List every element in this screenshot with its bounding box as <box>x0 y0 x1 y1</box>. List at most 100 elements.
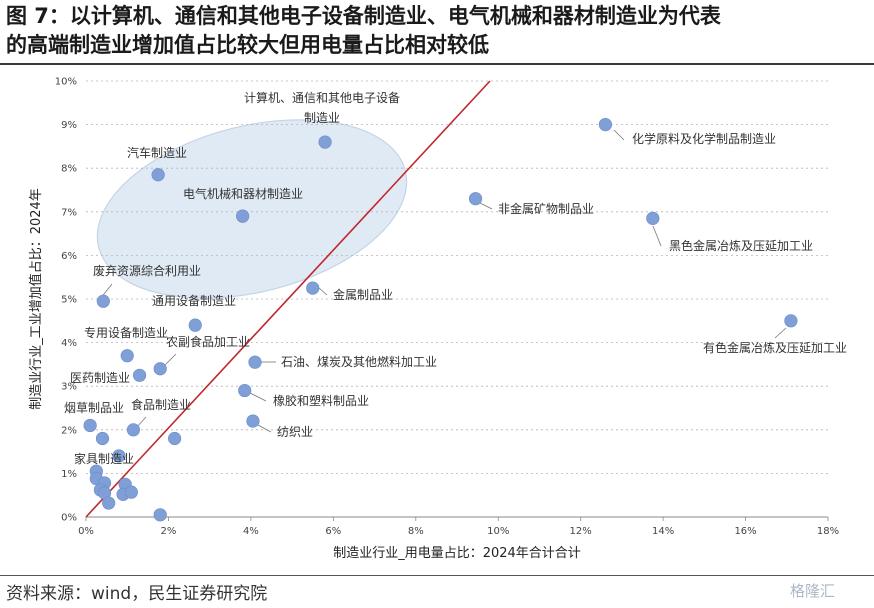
data-point <box>102 496 116 510</box>
data-point <box>112 449 126 463</box>
x-tick-label: 12% <box>570 526 592 537</box>
data-label-line: 制造业 <box>304 111 340 125</box>
data-label: 化学原料及化学制品制造业 <box>632 131 776 146</box>
x-tick-label: 16% <box>734 526 756 537</box>
data-label-line: 废弃资源综合利用业 <box>93 263 201 278</box>
data-label: 非金属矿物制品业 <box>498 201 594 216</box>
x-tick-label: 0% <box>78 526 94 537</box>
data-label-line: 黑色金属冶炼及压延加工业 <box>669 238 813 253</box>
x-tick-label: 4% <box>243 526 259 537</box>
data-point <box>168 431 182 446</box>
data-label: 金属制品业 <box>333 287 393 302</box>
data-label: 石油、煤炭及其他燃料加工业 <box>281 354 437 369</box>
data-point <box>124 485 138 499</box>
y-tick-label: 1% <box>61 469 77 480</box>
data-label-line: 烟草制品业 <box>64 401 124 415</box>
y-tick-label: 4% <box>61 338 77 349</box>
data-label-line: 家具制造业 <box>74 451 134 466</box>
data-label: 专用设备制造业 <box>84 325 168 340</box>
data-point <box>95 431 110 446</box>
data-label: 黑色金属冶炼及压延加工业 <box>669 238 813 253</box>
label-leader-line <box>613 129 625 141</box>
data-point <box>318 135 332 149</box>
data-label-line: 石油、煤炭及其他燃料加工业 <box>281 354 437 369</box>
data-point <box>246 414 260 428</box>
data-label: 纺织业 <box>277 425 313 439</box>
data-point <box>248 355 262 369</box>
data-label: 汽车制造业 <box>127 145 187 160</box>
data-label: 有色金属冶炼及压延加工业 <box>703 340 847 355</box>
data-label: 医药制造业 <box>70 371 130 385</box>
data-label-line: 专用设备制造业 <box>84 325 168 340</box>
y-tick-label: 8% <box>61 164 77 175</box>
data-point <box>96 294 110 308</box>
data-label: 电气机械和器材制造业 <box>183 186 303 201</box>
data-point <box>238 383 252 398</box>
label-leader-line <box>163 353 177 367</box>
data-label: 通用设备制造业 <box>152 294 236 308</box>
data-label-line: 有色金属冶炼及压延加工业 <box>703 340 847 355</box>
y-tick-label: 2% <box>61 425 77 436</box>
data-point <box>153 362 167 376</box>
data-point <box>126 423 141 437</box>
y-tick-label: 6% <box>61 251 77 262</box>
data-label-line: 纺织业 <box>277 425 313 439</box>
y-axis-title: 制造业行业_工业增加值占比：2024年 <box>28 188 44 410</box>
data-point <box>784 314 798 328</box>
label-leader-line <box>257 424 272 433</box>
data-label: 计算机、通信和其他电子设备制造业 <box>244 90 400 125</box>
data-point <box>236 209 250 223</box>
data-point <box>188 318 202 332</box>
data-point <box>306 281 320 295</box>
data-point <box>132 368 147 382</box>
label-leader-line <box>318 287 328 296</box>
x-tick-label: 18% <box>817 526 839 537</box>
x-tick-label: 6% <box>325 526 341 537</box>
data-label: 废弃资源综合利用业 <box>93 263 201 278</box>
title-line-2: 的高端制造业增加值占比较大但用电量占比相对较低 <box>6 33 489 57</box>
title-divider <box>0 63 874 65</box>
data-label-line: 非金属矿物制品业 <box>498 201 594 216</box>
y-tick-label: 5% <box>61 295 77 306</box>
data-label-line: 通用设备制造业 <box>152 294 236 308</box>
x-tick-label: 8% <box>408 526 424 537</box>
data-point <box>151 168 165 182</box>
label-leader-line <box>479 202 493 210</box>
y-tick-label: 7% <box>61 207 77 218</box>
data-label: 橡胶和塑料制品业 <box>273 393 369 408</box>
reference-line <box>85 80 491 518</box>
label-leader-line <box>652 225 662 247</box>
data-point <box>120 349 134 363</box>
y-tick-label: 9% <box>61 120 77 131</box>
data-label-line: 医药制造业 <box>70 371 130 385</box>
data-label: 烟草制品业 <box>64 401 124 415</box>
title-line-1: 图 7：以计算机、通信和其他电子设备制造业、电气机械和器材制造业为代表 <box>6 4 721 28</box>
source-note: 资料来源：wind，民生证券研究院 <box>6 584 268 604</box>
label-leader-line <box>774 327 787 339</box>
data-point <box>598 117 613 132</box>
footer-divider <box>0 575 874 576</box>
x-tick-label: 10% <box>487 526 509 537</box>
watermark-logo: 格隆汇 <box>790 582 836 600</box>
data-label-line: 橡胶和塑料制品业 <box>273 393 369 408</box>
data-label-line: 电气机械和器材制造业 <box>183 186 303 201</box>
data-label-line: 食品制造业 <box>131 397 191 412</box>
x-tick-label: 14% <box>652 526 674 537</box>
data-point <box>83 418 97 433</box>
data-label-line: 金属制品业 <box>333 287 393 302</box>
data-point <box>646 211 660 225</box>
y-tick-label: 10% <box>55 77 77 88</box>
y-tick-label: 3% <box>61 382 77 393</box>
x-axis-title: 制造业行业_用电量占比：2024年合计合计 <box>333 546 581 561</box>
data-label-line: 汽车制造业 <box>127 145 187 160</box>
x-tick-label: 2% <box>161 526 177 537</box>
label-leader-line <box>249 392 267 402</box>
figure-title: 图 7：以计算机、通信和其他电子设备制造业、电气机械和器材制造业为代表 的高端制… <box>6 2 872 60</box>
y-tick-label: 0% <box>61 513 77 524</box>
data-point <box>468 192 483 206</box>
data-label-line: 化学原料及化学制品制造业 <box>632 131 776 146</box>
data-label-line: 计算机、通信和其他电子设备 <box>244 90 400 105</box>
scatter-chart: 0% 1% 2% 3% 4% 5% 6% 7% 8% 9% 10% 0% 2% 4% 6% 8% 10% 12% 1… <box>28 77 847 562</box>
data-label: 农副食品加工业 <box>166 334 250 349</box>
data-point <box>153 508 167 522</box>
